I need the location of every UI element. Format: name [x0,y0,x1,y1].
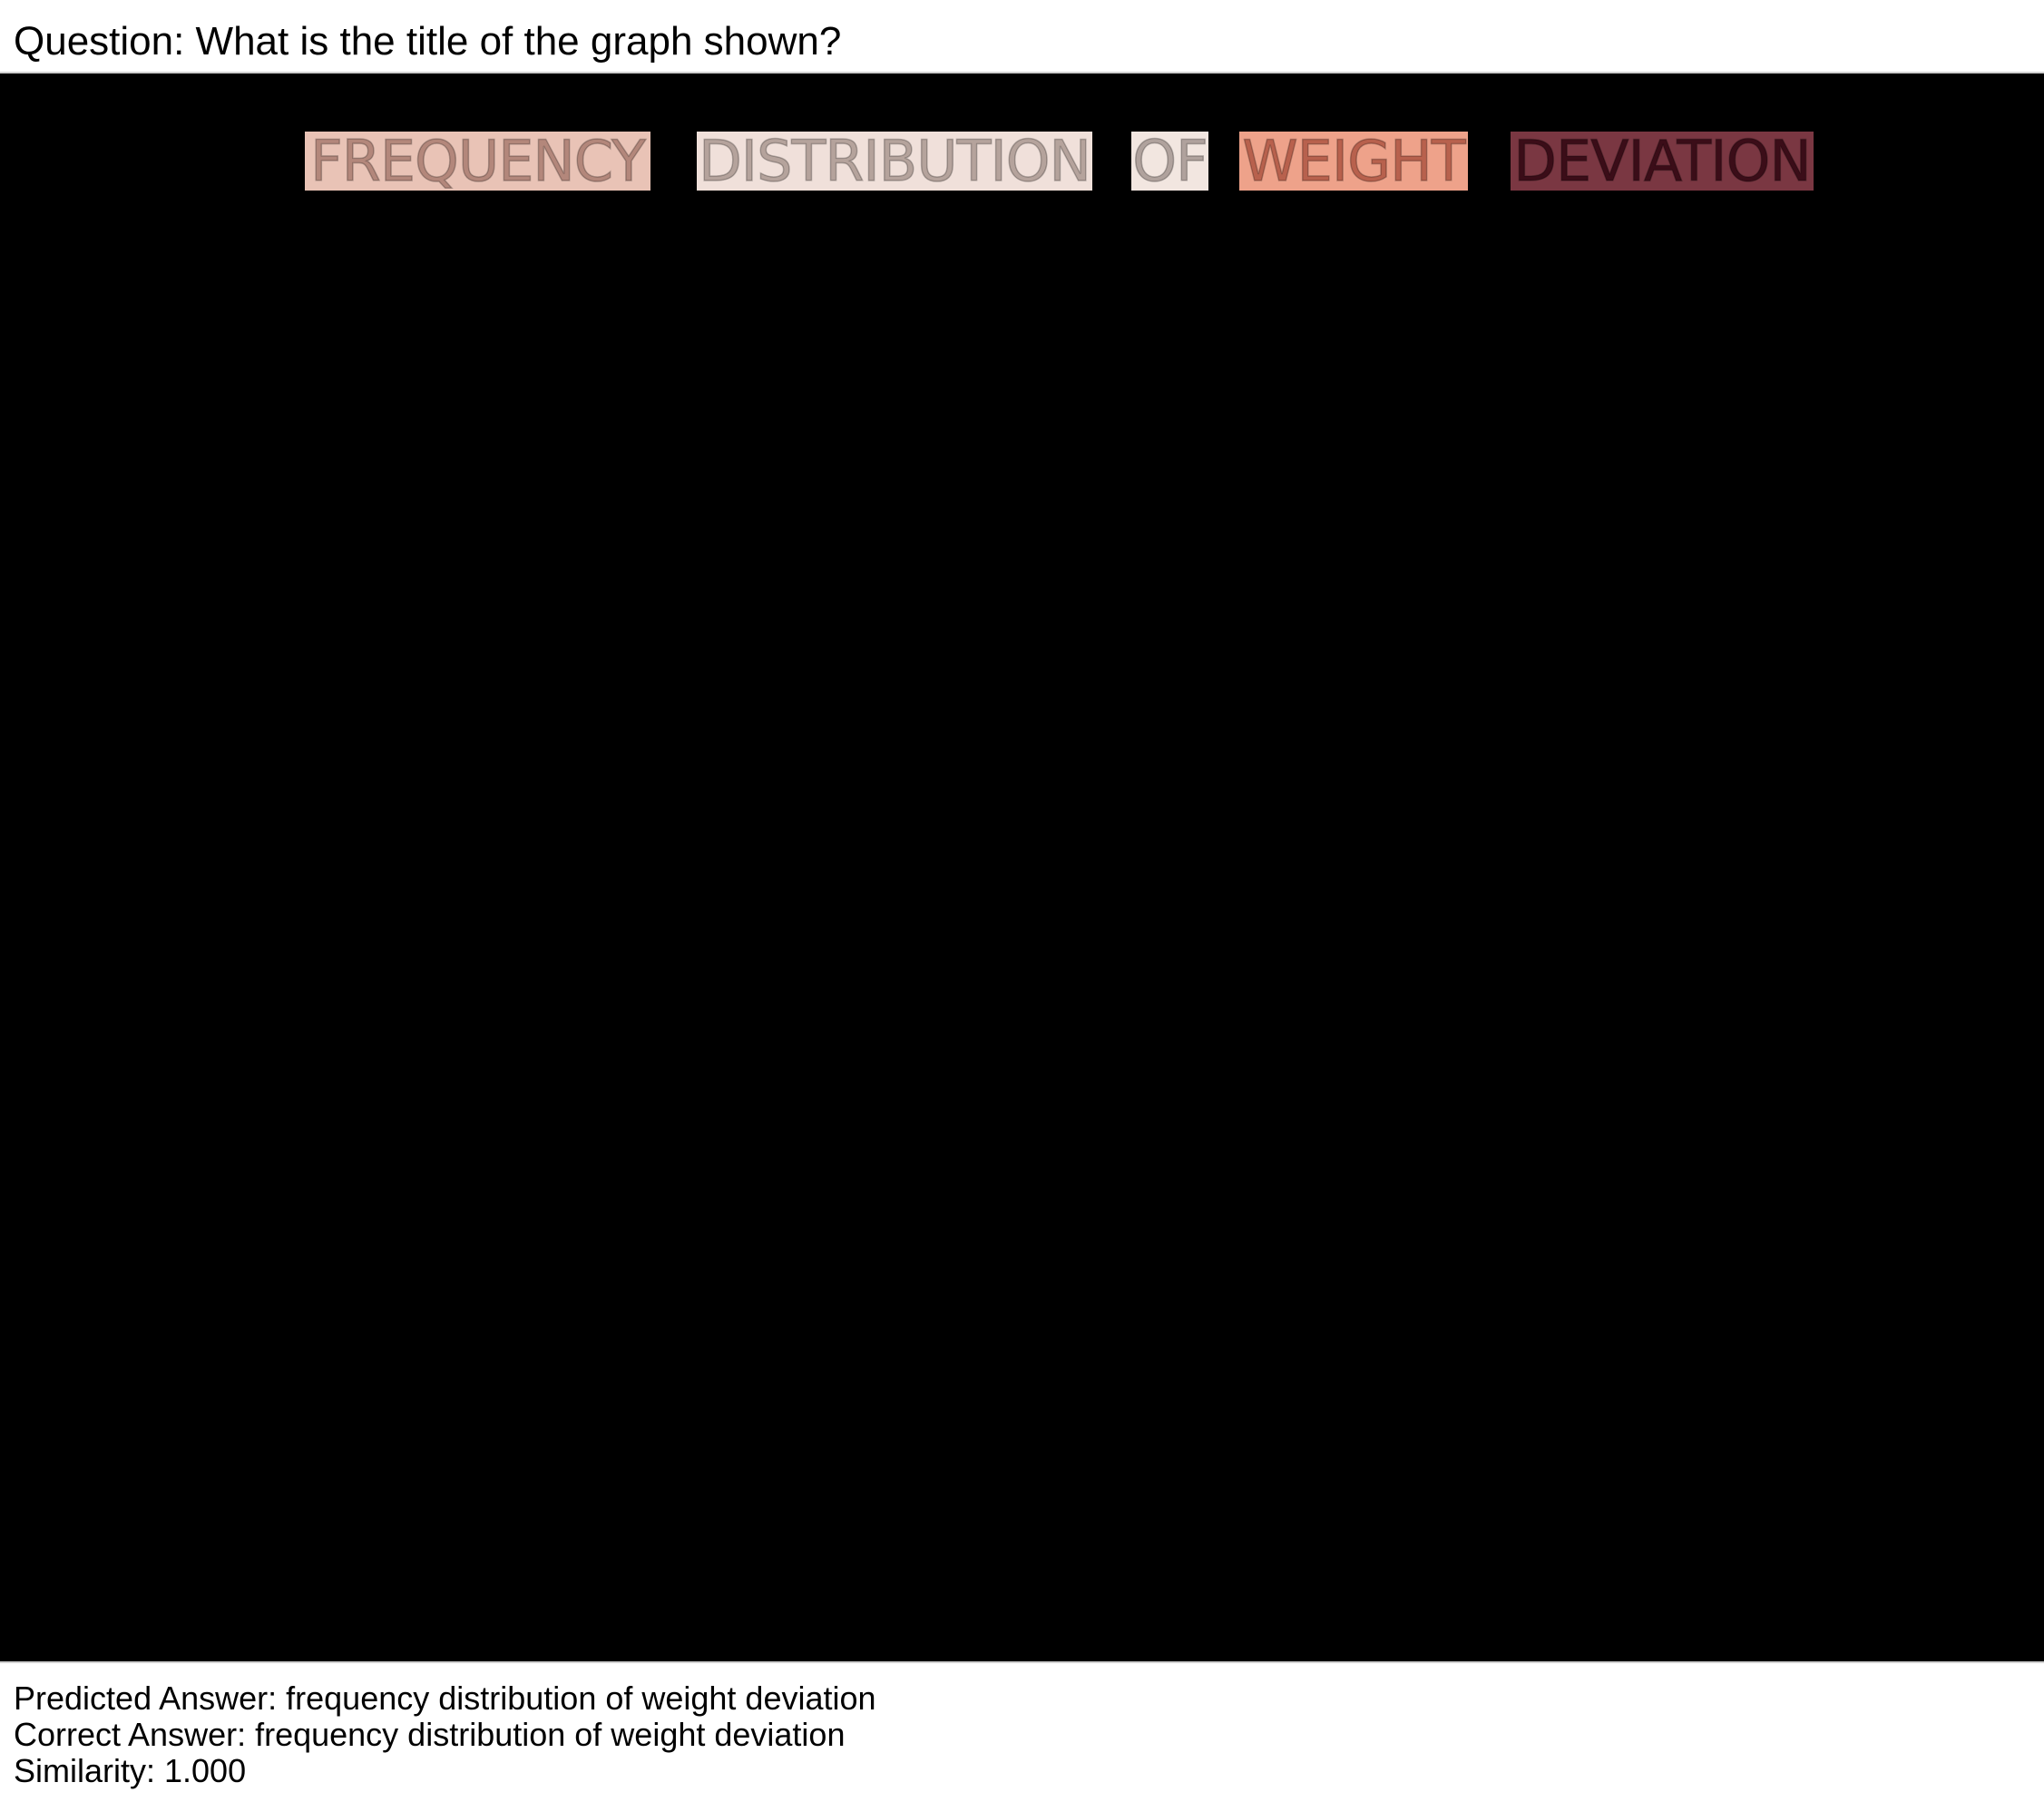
predicted-answer: Predicted Answer: frequency distribution… [14,1680,876,1717]
title-word-frequency: FREQUENCY [305,132,650,191]
top-divider [0,72,2044,73]
title-word-deviation: DEVIATION [1511,132,1814,191]
title-word-distribution: DISTRIBUTION [697,132,1092,191]
title-word-of: OF [1131,132,1208,191]
question-text: Question: What is the title of the graph… [14,19,842,64]
bottom-divider [0,1661,2044,1663]
title-word-weight: WEIGHT [1239,132,1468,191]
similarity-score: Similarity: 1.000 [14,1752,247,1789]
results-block: Predicted Answer: frequency distribution… [14,1680,876,1789]
correct-answer: Correct Answer: frequency distribution o… [14,1716,846,1753]
image-panel: FREQUENCY DISTRIBUTION OF WEIGHT DEVIATI… [0,73,2044,1661]
